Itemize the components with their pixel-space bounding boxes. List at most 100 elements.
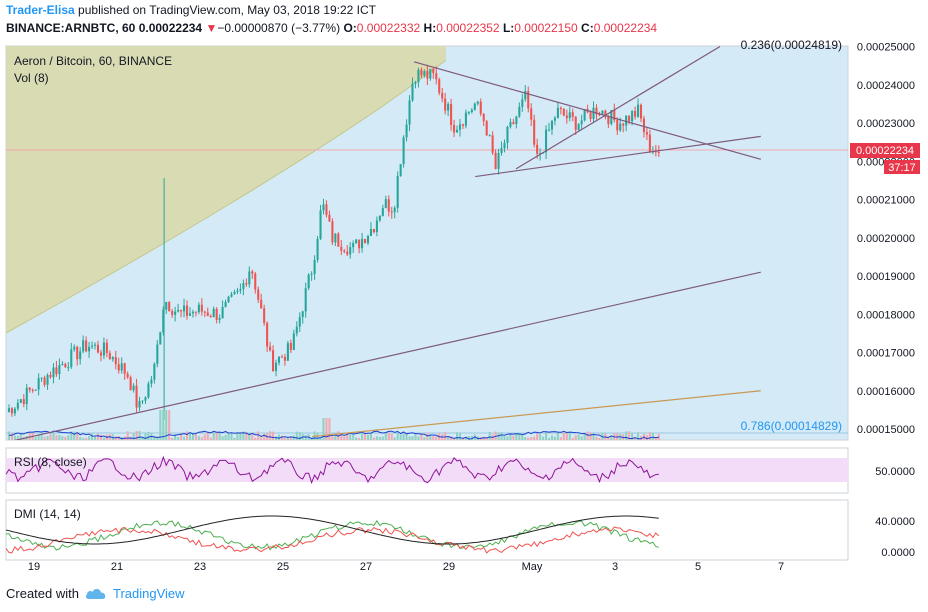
dmi-tick-label: 40.0000	[875, 516, 915, 528]
volume-bar	[272, 431, 275, 440]
trend-line-triangle-bottom[interactable]	[475, 135, 761, 178]
candle-body	[622, 123, 625, 126]
volume-bar	[96, 433, 100, 440]
trend-lines[interactable]	[6, 46, 761, 443]
volume-bar	[346, 433, 349, 440]
candle-body	[135, 385, 138, 408]
candle-body	[141, 400, 144, 402]
volume-bar	[236, 431, 239, 440]
candle-body	[67, 367, 70, 369]
x-tick-label: 7	[778, 561, 784, 573]
volume-bar	[319, 437, 322, 440]
low-value: 0.00022150	[514, 21, 578, 35]
volume-bar	[334, 432, 337, 440]
candle-body	[147, 383, 150, 398]
candle-body	[375, 220, 378, 233]
volume-bar	[73, 431, 76, 440]
candle-body	[568, 112, 571, 119]
candle-body	[628, 115, 631, 122]
candle-body	[497, 153, 500, 169]
candle-body	[150, 379, 153, 384]
volume-bar	[233, 437, 236, 440]
volume-bar	[375, 436, 378, 440]
candle-body	[565, 115, 568, 119]
candle-body	[340, 246, 343, 251]
candle-body	[280, 356, 283, 358]
candle-body	[126, 373, 129, 378]
trend-line-triangle-top[interactable]	[413, 61, 761, 160]
candle-body	[233, 291, 236, 295]
volume-bar	[384, 433, 387, 440]
candle-body	[206, 312, 209, 316]
trend-line-rising-ray[interactable]	[515, 46, 721, 170]
volume-bar	[533, 436, 536, 440]
candle-body	[215, 308, 218, 320]
x-tick-label: 29	[443, 561, 455, 573]
candle-body	[61, 363, 64, 365]
candle-body	[260, 299, 263, 309]
volume-bar	[364, 432, 367, 440]
candle-body	[91, 345, 94, 347]
volume-bar	[470, 435, 473, 440]
author-link[interactable]: Trader-Elisa	[6, 3, 75, 17]
main-pane-title: Aeron / Bitcoin, 60, BINANCE	[14, 54, 172, 68]
candle-body	[396, 175, 399, 208]
volume-bar	[547, 437, 551, 440]
price-axis[interactable]: 0.000250000.000240000.000230000.00022000…	[857, 42, 915, 560]
trend-line-lower-channel[interactable]	[6, 271, 761, 442]
volume-bar	[194, 433, 197, 440]
publish-info: Trader-Elisa published on TradingView.co…	[6, 3, 376, 17]
volume-bar	[46, 435, 49, 440]
volume-bar	[239, 432, 242, 440]
volume-bar	[64, 436, 67, 440]
tradingview-brand-link[interactable]: TradingView	[112, 586, 185, 601]
time-axis[interactable]: 19 21 23 25 27 29 May 3 5 7	[28, 561, 784, 573]
candle-body	[545, 129, 548, 153]
volume-bar	[218, 432, 221, 440]
candle-body	[34, 389, 37, 391]
volume-bar	[165, 410, 168, 440]
volume-bar	[153, 435, 156, 440]
volume-bar	[429, 435, 432, 440]
y-tick-label: 0.00025000	[857, 42, 915, 54]
volume-bar	[467, 436, 470, 440]
candle-body	[31, 389, 34, 391]
candle-body	[319, 210, 322, 239]
candle-body	[533, 119, 536, 145]
candle-body	[123, 363, 126, 374]
volume-bar	[168, 410, 171, 440]
candle-body	[76, 346, 79, 360]
y-tick-label: 0.00024000	[857, 80, 915, 92]
volume-bar	[248, 432, 251, 440]
candle-body	[200, 304, 203, 312]
candle-body	[212, 308, 215, 318]
candle-body	[491, 135, 494, 153]
rsi-pane[interactable]: RSI (8, close)	[5, 447, 849, 494]
volume-bar	[304, 435, 307, 440]
volume-bar	[657, 433, 660, 440]
volume-bar	[177, 436, 180, 440]
candle-body	[547, 129, 551, 131]
rsi-band	[6, 458, 848, 482]
candle-body	[224, 302, 227, 307]
volume-bar	[269, 431, 272, 440]
candle-body	[352, 243, 355, 248]
volume-bar	[76, 432, 79, 440]
candle-body	[390, 211, 393, 213]
volume-bar	[592, 433, 595, 440]
volume-bar	[221, 436, 224, 440]
tradingview-cloud-icon	[85, 588, 106, 599]
publish-text: published on TradingView.com, May 03, 20…	[78, 3, 377, 17]
candle-body	[194, 311, 197, 313]
volume-bar	[102, 437, 105, 440]
main-pane[interactable]: Aeron / Bitcoin, 60, BINANCE Vol (8) 0.2…	[5, 38, 849, 443]
volume-bar	[295, 431, 298, 440]
candle-body	[114, 357, 117, 365]
candle-body	[310, 273, 313, 275]
dmi-pane[interactable]: DMI (14, 14)	[5, 499, 849, 561]
volume-bar	[34, 437, 37, 440]
volume-bar	[399, 434, 402, 440]
dmi-plus-line	[6, 519, 659, 551]
trend-line-volume-line[interactable]	[311, 390, 761, 438]
